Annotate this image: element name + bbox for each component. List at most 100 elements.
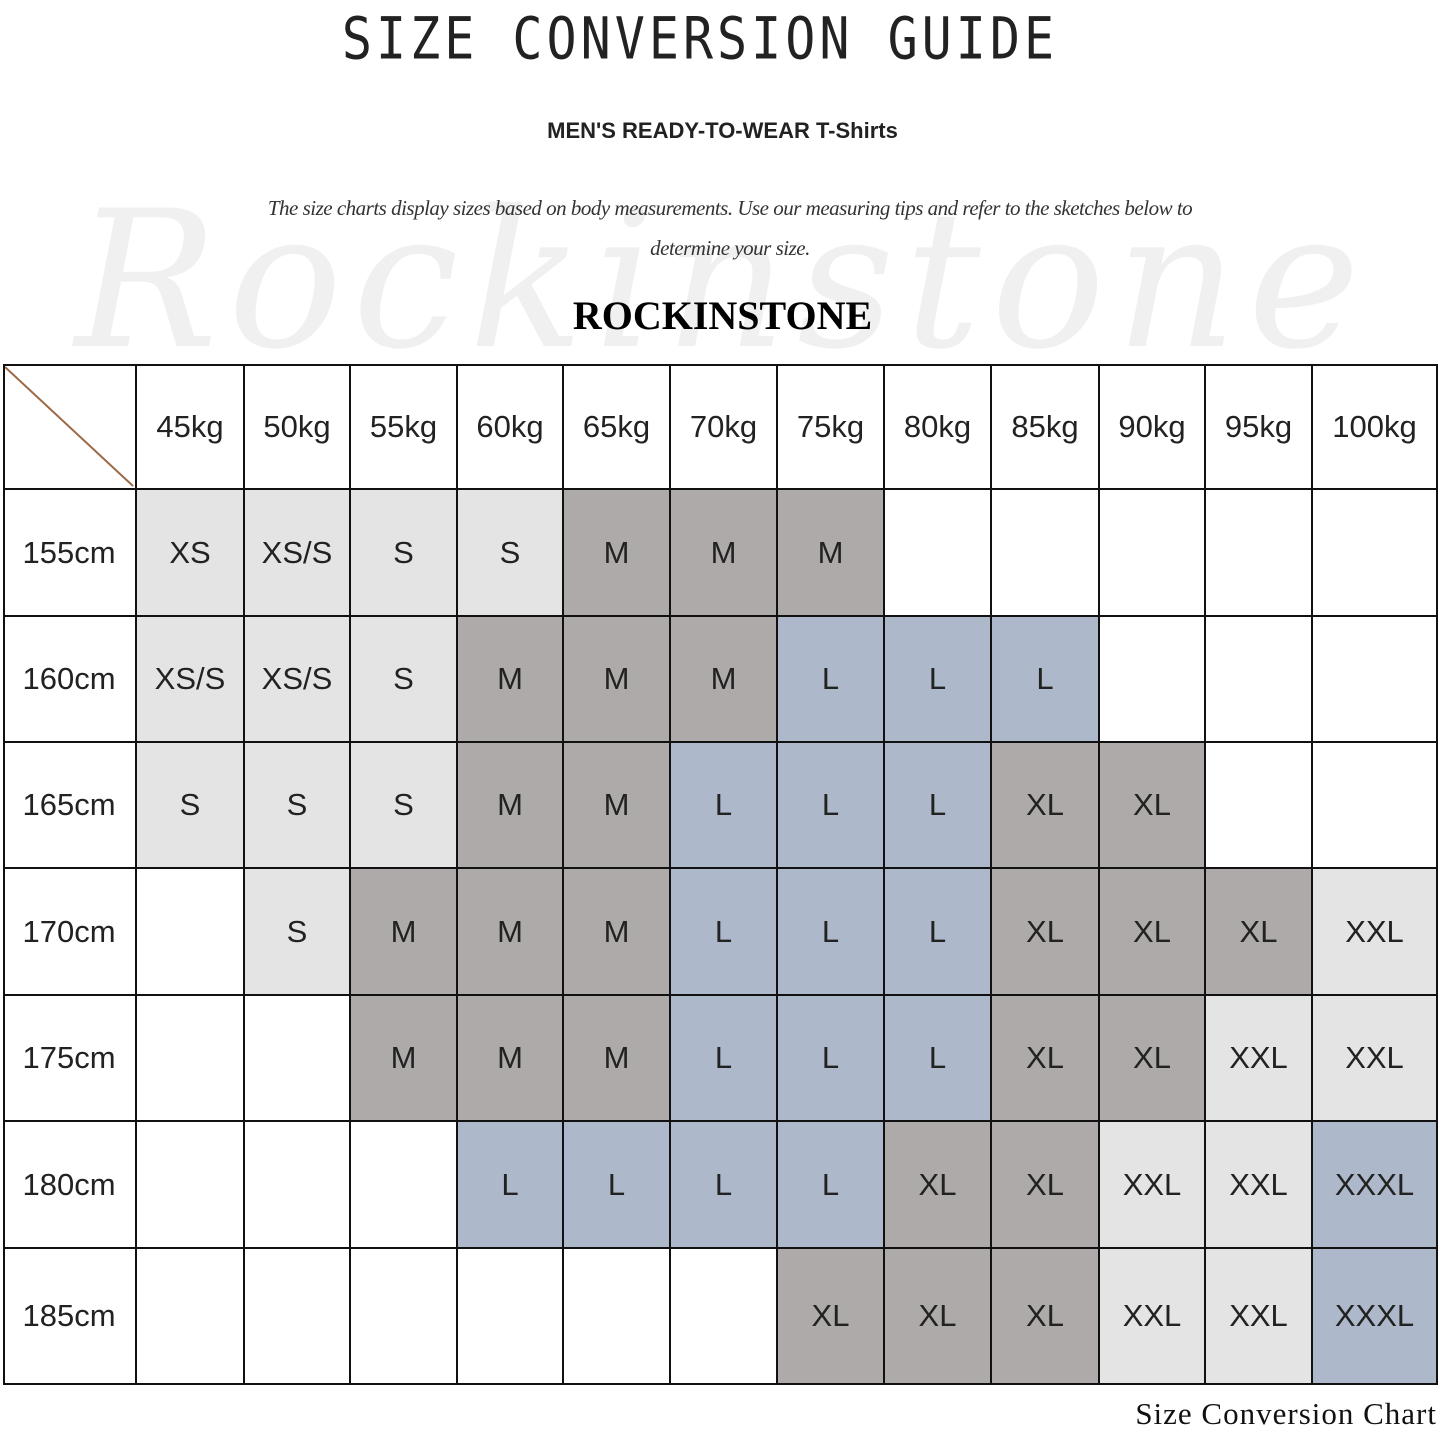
size-cell: XL [992, 869, 1100, 996]
weight-header: 95kg [1206, 365, 1313, 490]
size-cell: L [885, 869, 992, 996]
height-header: 165cm [3, 743, 137, 869]
size-cell [1206, 490, 1313, 617]
size-cell [245, 996, 351, 1122]
size-cell: XL [1206, 869, 1313, 996]
size-cell: L [458, 1122, 564, 1249]
size-cell: XS/S [137, 617, 245, 743]
size-cell: L [778, 869, 885, 996]
size-cell: XS/S [245, 490, 351, 617]
size-cell: XL [1100, 869, 1206, 996]
size-cell: M [564, 996, 671, 1122]
size-cell [137, 869, 245, 996]
size-cell: S [245, 743, 351, 869]
size-cell: L [671, 869, 778, 996]
size-cell [137, 1122, 245, 1249]
height-header: 180cm [3, 1122, 137, 1249]
size-table: 45kg 50kg 55kg 60kg 65kg 70kg 75kg 80kg 85kg 90kg… [3, 365, 1438, 1385]
size-cell: L [671, 1122, 778, 1249]
size-cell: L [885, 996, 992, 1122]
size-cell [1313, 490, 1438, 617]
height-header: 170cm [3, 869, 137, 996]
size-cell: L [778, 996, 885, 1122]
description: The size charts display sizes based on b… [267, 196, 1193, 260]
size-cell [245, 1122, 351, 1249]
size-cell [1100, 617, 1206, 743]
page-title: SIZE CONVERSION GUIDE [341, 5, 1059, 73]
size-cell: XXL [1100, 1122, 1206, 1249]
size-cell: XXL [1100, 1249, 1206, 1385]
size-cell: XL [992, 996, 1100, 1122]
size-cell: L [671, 996, 778, 1122]
weight-header: 80kg [885, 365, 992, 490]
size-cell: S [351, 743, 458, 869]
size-cell: L [885, 617, 992, 743]
size-cell: XL [1100, 996, 1206, 1122]
size-cell [564, 1249, 671, 1385]
size-cell: XS [137, 490, 245, 617]
size-cell: L [778, 617, 885, 743]
size-cell [458, 1249, 564, 1385]
size-cell [245, 1249, 351, 1385]
weight-header: 55kg [351, 365, 458, 490]
size-cell: XXL [1313, 869, 1438, 996]
weight-header: 65kg [564, 365, 671, 490]
size-cell: XXL [1206, 996, 1313, 1122]
size-cell: XXL [1206, 1122, 1313, 1249]
size-cell: M [564, 743, 671, 869]
size-cell: L [671, 743, 778, 869]
size-cell [1313, 743, 1438, 869]
size-cell: XL [885, 1249, 992, 1385]
brand-name: ROCKINSTONE [572, 293, 873, 338]
size-cell: M [778, 490, 885, 617]
height-header: 160cm [3, 617, 137, 743]
size-cell: XL [778, 1249, 885, 1385]
page-subtitle: MEN'S READY-TO-WEAR T-Shirts [547, 118, 898, 143]
size-cell: XL [992, 1249, 1100, 1385]
size-cell: L [778, 1122, 885, 1249]
size-cell: L [992, 617, 1100, 743]
size-cell: M [351, 869, 458, 996]
weight-header: 90kg [1100, 365, 1206, 490]
brand-watermark: Rockinstone [74, 170, 1371, 391]
corner-cell [3, 365, 137, 490]
size-cell [992, 490, 1100, 617]
height-header: 175cm [3, 996, 137, 1122]
size-cell: XL [992, 743, 1100, 869]
size-cell: L [564, 1122, 671, 1249]
size-cell [1206, 617, 1313, 743]
weight-header: 100kg [1313, 365, 1438, 490]
size-cell: L [778, 743, 885, 869]
size-cell: M [458, 617, 564, 743]
weight-header: 60kg [458, 365, 564, 490]
size-cell: M [458, 996, 564, 1122]
size-cell: S [458, 490, 564, 617]
size-cell: XXL [1313, 996, 1438, 1122]
size-cell: S [245, 869, 351, 996]
size-cell [885, 490, 992, 617]
size-cell: XXXL [1313, 1249, 1438, 1385]
size-cell: S [351, 617, 458, 743]
size-cell: XXXL [1313, 1122, 1438, 1249]
size-cell: M [458, 869, 564, 996]
size-cell: XXL [1206, 1249, 1313, 1385]
footer-caption: Size Conversion Chart [1135, 1396, 1437, 1431]
weight-header: 75kg [778, 365, 885, 490]
size-cell: M [458, 743, 564, 869]
weight-header: 85kg [992, 365, 1100, 490]
size-cell [351, 1249, 458, 1385]
size-cell: XL [1100, 743, 1206, 869]
size-cell: M [564, 869, 671, 996]
size-cell [671, 1249, 778, 1385]
size-cell: M [671, 490, 778, 617]
size-cell [351, 1122, 458, 1249]
size-cell: M [564, 490, 671, 617]
size-cell [1100, 490, 1206, 617]
size-cell: XS/S [245, 617, 351, 743]
size-cell: XL [992, 1122, 1100, 1249]
size-cell: S [137, 743, 245, 869]
height-header: 185cm [3, 1249, 137, 1385]
size-cell: M [671, 617, 778, 743]
size-cell: M [564, 617, 671, 743]
diagonal-line [4, 366, 134, 487]
